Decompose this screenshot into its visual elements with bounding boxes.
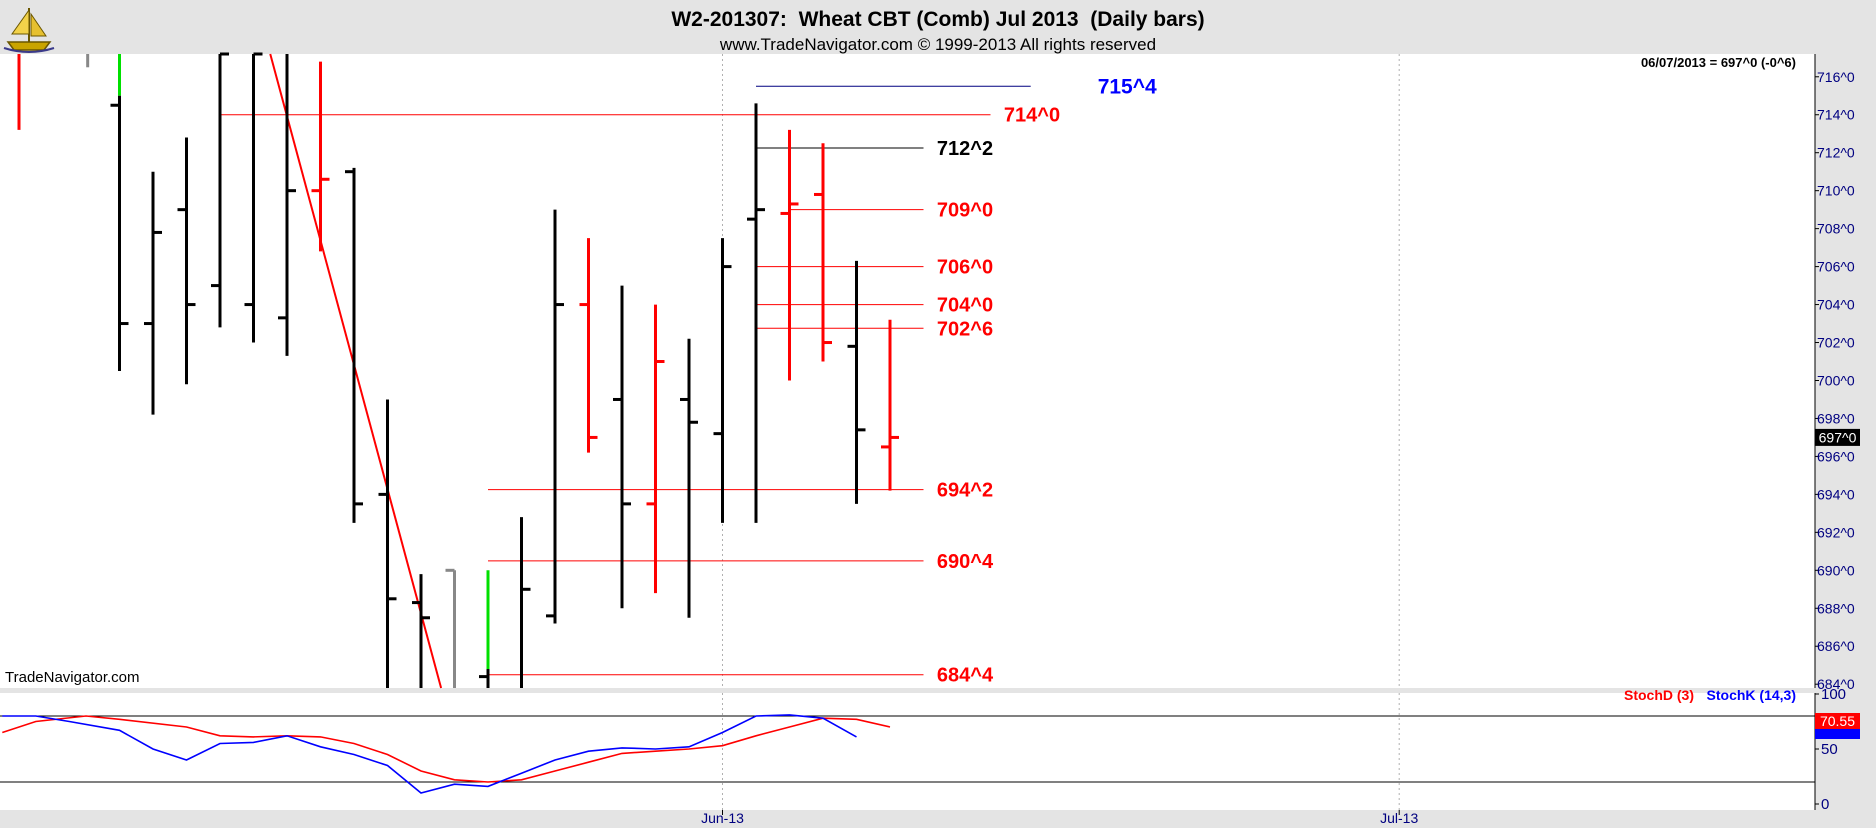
ohlc-bar xyxy=(244,52,263,343)
y-tick-label: 708^0 xyxy=(1817,221,1855,237)
last-price-label: 697^0 xyxy=(1819,429,1857,445)
stochd-value-label: 70.55 xyxy=(1820,713,1855,729)
stochk-legend: StochK (14,3) xyxy=(1707,687,1796,703)
chart-subtitle: www.TradeNavigator.com © 1999-2013 All r… xyxy=(719,35,1156,54)
y-tick-label: 694^0 xyxy=(1817,486,1855,502)
x-axis: Jun-13 Jul-13 xyxy=(701,810,1418,826)
info-readout: 06/07/2013 = 697^0 (-0^6) xyxy=(1641,55,1796,70)
ohlc-bar xyxy=(520,517,531,688)
y-tick-label: 702^0 xyxy=(1817,335,1855,351)
ohlc-bar xyxy=(613,285,631,609)
y-tick-label: 710^0 xyxy=(1817,183,1855,199)
stoch-series-line xyxy=(2,714,857,794)
logo xyxy=(3,8,55,53)
level-label: 712^2 xyxy=(937,138,993,160)
ohlc-bar xyxy=(780,129,799,381)
y-tick-label: 690^0 xyxy=(1817,562,1855,578)
price-plot-area xyxy=(0,54,1815,688)
stoch-tick-label: 100 xyxy=(1821,686,1846,703)
ohlc-bar xyxy=(177,137,196,385)
last-price-tag: 697^0 xyxy=(1815,428,1860,446)
level-label: 694^2 xyxy=(937,480,993,502)
y-tick-label: 684^0 xyxy=(1817,676,1855,692)
stoch-tick-label: 50 xyxy=(1821,741,1838,758)
ohlc-bar xyxy=(847,260,866,504)
level-label: 714^0 xyxy=(1004,105,1060,127)
y-tick-label: 704^0 xyxy=(1817,297,1855,313)
ohlc-bar xyxy=(747,103,765,523)
ohlc-bar xyxy=(278,54,296,356)
ohlc-bar xyxy=(311,61,330,252)
ohlc-bar xyxy=(345,167,363,523)
ohlc-bar xyxy=(814,143,832,362)
ohlc-bar xyxy=(680,338,698,618)
sailing-ship-icon xyxy=(3,8,55,53)
y-tick-label: 692^0 xyxy=(1817,524,1855,540)
ohlc-bar xyxy=(646,304,665,594)
y-tick-label: 688^0 xyxy=(1817,600,1855,616)
stoch-lines xyxy=(2,714,891,794)
level-label: 706^0 xyxy=(937,257,993,279)
y-tick-label: 698^0 xyxy=(1817,410,1855,426)
y-tick-label: 696^0 xyxy=(1817,448,1855,464)
ohlc-bar xyxy=(378,399,397,688)
ohlc-bar xyxy=(713,238,732,523)
level-label: 709^0 xyxy=(937,200,993,222)
level-label: 690^4 xyxy=(937,551,994,573)
price-y-axis: 716^0 714^0 712^0 710^0 708^0 706^0 704^0 702^0… xyxy=(1814,54,1855,692)
y-tick-label: 700^0 xyxy=(1817,372,1855,388)
stoch-grid xyxy=(0,693,1815,810)
level-label: 704^0 xyxy=(937,295,993,317)
stochd-legend: StochD (3) xyxy=(1624,687,1694,703)
ohlc-bar xyxy=(144,171,162,415)
ohlc-bar xyxy=(211,52,229,328)
ohlc-bar xyxy=(579,238,598,453)
ohlc-bar xyxy=(110,95,129,371)
stoch-tick-label: 0 xyxy=(1821,796,1829,813)
trendline xyxy=(269,53,443,689)
y-tick-label: 686^0 xyxy=(1817,638,1855,654)
watermark-text: TradeNavigator.com xyxy=(5,669,140,686)
ohlc-bar xyxy=(479,669,490,688)
level-label: 702^6 xyxy=(937,318,993,340)
ohlc-bar xyxy=(412,574,430,688)
ohlc-bar xyxy=(546,209,564,624)
x-tick-label: Jul-13 xyxy=(1380,810,1418,826)
y-tick-label: 714^0 xyxy=(1817,107,1855,123)
ohlc-bar xyxy=(881,319,899,491)
stoch-plot-area xyxy=(0,693,1815,810)
y-tick-label: 706^0 xyxy=(1817,259,1855,275)
price-trendline xyxy=(269,53,443,689)
ohlc-bar xyxy=(445,568,456,688)
price-levels xyxy=(220,85,1031,676)
level-label: 715^4 xyxy=(1098,75,1157,98)
x-tick-label: Jun-13 xyxy=(701,810,744,826)
level-label: 684^4 xyxy=(937,665,994,687)
y-tick-label: 712^0 xyxy=(1817,145,1855,161)
y-tick-label: 716^0 xyxy=(1817,69,1855,85)
stoch-series-line xyxy=(2,715,891,783)
stoch-y-axis: 100 50 0 xyxy=(1814,686,1846,813)
stoch-value-tag: 70.55 xyxy=(1815,713,1860,739)
price-bars xyxy=(17,52,899,688)
chart-title: W2-201307: Wheat CBT (Comb) Jul 2013 (Da… xyxy=(671,8,1204,31)
